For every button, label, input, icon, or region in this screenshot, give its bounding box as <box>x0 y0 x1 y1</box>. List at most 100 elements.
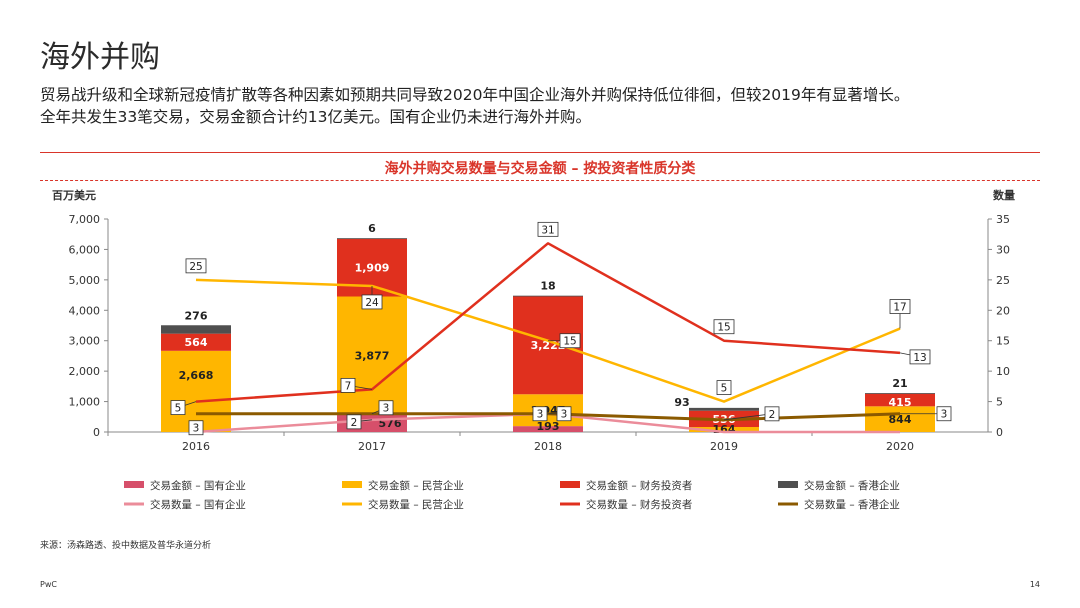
x-tick-label: 2018 <box>534 440 562 453</box>
line-value-box <box>532 406 548 422</box>
description-line-1: 贸易战升级和全球新冠疫情扩散等各种因素如预期共同导致2020年中国企业海外并购保… <box>40 86 910 104</box>
bar-segment <box>337 296 407 415</box>
line-value-label: 17 <box>893 302 906 314</box>
bar-segment <box>865 393 935 407</box>
description: 贸易战升级和全球新冠疫情扩散等各种因素如预期共同导致2020年中国企业海外并购保… <box>40 84 1050 128</box>
line-value-label: 3 <box>537 409 544 421</box>
bar-value-label: 3,877 <box>355 349 390 362</box>
bar-segment <box>337 238 407 240</box>
bar-value-label: 93 <box>674 396 689 409</box>
chart-top-rule <box>40 152 1040 153</box>
bar-value-label: 276 <box>185 309 208 322</box>
legend-swatch-bar <box>124 481 144 488</box>
line-value-box <box>378 400 394 416</box>
bar-segment <box>161 325 231 334</box>
line-value-box <box>556 406 572 422</box>
y-tick-label-right: 20 <box>996 304 1010 317</box>
y-tick-label-right: 0 <box>996 426 1003 439</box>
bar-segment <box>689 407 759 411</box>
x-tick-label: 2016 <box>182 440 210 453</box>
y-tick-label-left: 1,000 <box>69 396 101 409</box>
page-number: 14 <box>1029 580 1040 589</box>
line-value-box <box>188 420 204 436</box>
line-value-box <box>889 299 911 314</box>
label-leader <box>723 413 773 421</box>
line-value-label: 15 <box>717 322 730 334</box>
line-value-box <box>346 414 362 430</box>
line-value-box <box>537 221 559 237</box>
y-tick-label-left: 4,000 <box>69 304 101 317</box>
line-value-box <box>361 294 383 310</box>
legend-label: 交易金额 – 民营企业 <box>368 479 464 492</box>
line-value-label: 3 <box>383 403 390 415</box>
y-tick-label-right: 25 <box>996 274 1010 287</box>
legend-label: 交易数量 – 国有企业 <box>150 498 246 511</box>
chart-title: 海外并购交易数量与交易金额 – 按投资者性质分类 <box>384 161 696 177</box>
line-value-label: 25 <box>189 261 202 273</box>
line-value-label: 3 <box>941 409 948 421</box>
y-tick-label-right: 30 <box>996 243 1010 256</box>
line-value-label: 31 <box>541 224 554 236</box>
line-value-label: 3 <box>561 409 568 421</box>
bar-value-label: 18 <box>540 280 555 293</box>
line-value-box <box>340 377 356 393</box>
line-value-box <box>936 406 952 422</box>
y-axis-left-title: 百万美元 <box>52 188 96 202</box>
line-value-label: 15 <box>563 336 576 348</box>
bar-value-label: 193 <box>537 420 560 433</box>
bar-value-label: 415 <box>889 396 912 409</box>
line-value-label: 2 <box>769 409 776 421</box>
legend-swatch-bar <box>778 481 798 488</box>
y-tick-label-right: 5 <box>996 396 1003 409</box>
chart-title-rule <box>40 180 1040 181</box>
legend-label: 交易金额 – 香港企业 <box>804 479 900 492</box>
line-value-label: 7 <box>345 380 352 392</box>
y-tick-label-left: 0 <box>93 426 100 439</box>
bar-value-label: 21 <box>892 377 907 390</box>
y-tick-label-right: 35 <box>996 213 1010 226</box>
page-title: 海外并购 <box>40 40 160 75</box>
combo-chart: 百万美元 数量 0 1,000 2,000 3,000 4,000 5,000 6,000 7,0… <box>52 188 1015 511</box>
legend-label: 交易数量 – 财务投资者 <box>586 498 692 511</box>
y-tick-label-left: 5,000 <box>69 274 101 287</box>
y-tick-label-left: 3,000 <box>69 335 101 348</box>
bar-segment <box>865 393 935 394</box>
legend-swatch-bar <box>342 481 362 488</box>
bar-segment <box>161 333 231 351</box>
footer-brand: PwC <box>40 580 57 589</box>
legend-label: 交易金额 – 财务投资者 <box>586 479 692 492</box>
bar-segment <box>513 426 583 432</box>
description-line-2: 全年共发生33笔交易，交易金额合计约13亿美元。国有企业仍未进行海外并购。 <box>40 108 591 126</box>
legend-label: 交易数量 – 香港企业 <box>804 498 900 511</box>
legend-label: 交易数量 – 民营企业 <box>368 498 464 511</box>
bar-value-label: 564 <box>185 336 208 349</box>
line-value-label: 24 <box>365 297 379 309</box>
line-value-box <box>716 380 732 395</box>
bar-segment <box>689 427 759 432</box>
line-value-box <box>185 258 207 274</box>
x-tick-label: 2017 <box>358 440 386 453</box>
line-value-box <box>909 349 931 365</box>
source-note: 来源：汤森路透、投中数据及普华永道分析 <box>40 541 212 551</box>
line-value-label: 3 <box>193 423 200 435</box>
line-value-box <box>170 400 186 415</box>
y-tick-label-left: 6,000 <box>69 243 101 256</box>
legend-label: 交易金额 – 国有企业 <box>150 479 246 492</box>
bar-segment <box>513 295 583 297</box>
bar-segment <box>161 350 231 432</box>
line-value-label: 13 <box>913 352 926 364</box>
line-value-box <box>713 319 735 335</box>
bar-value-label: 2,668 <box>179 369 214 382</box>
line-value-label: 2 <box>351 417 358 429</box>
bar-segment <box>865 406 935 432</box>
legend-swatch-bar <box>560 481 580 488</box>
y-tick-label-left: 2,000 <box>69 365 101 378</box>
line-value-label: 5 <box>175 403 182 415</box>
y-axis-right-title: 数量 <box>993 188 1015 202</box>
bar-value-label: 844 <box>889 413 912 426</box>
line-value-label: 5 <box>721 383 728 395</box>
x-tick-label: 2019 <box>710 440 738 453</box>
y-tick-label-right: 15 <box>996 335 1010 348</box>
x-tick-label: 2020 <box>886 440 914 453</box>
y-tick-label-right: 10 <box>996 365 1010 378</box>
